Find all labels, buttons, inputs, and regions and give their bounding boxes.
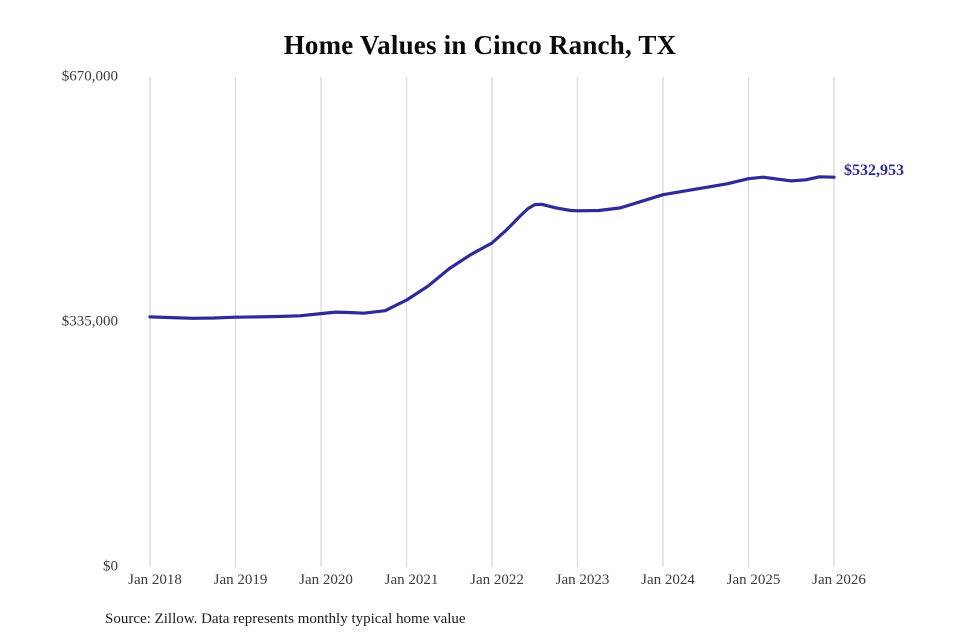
x-axis-tick-label: Jan 2021 (384, 572, 439, 588)
x-axis-tick-label: Jan 2023 (555, 572, 610, 588)
x-axis-tick-label: Jan 2024 (641, 572, 695, 588)
x-axis-tick-label: Jan 2026 (812, 572, 866, 588)
series-line (148, 175, 836, 320)
y-axis-tick-label: $0 (103, 558, 118, 575)
x-axis-tick-label: Jan 2018 (128, 572, 182, 588)
x-axis-tick-label: Jan 2019 (213, 572, 268, 588)
x-axis-tick-label: Jan 2025 (726, 572, 781, 588)
end-value-annotation: $532,953 (844, 162, 904, 180)
source-note: Source: Zillow. Data represents monthly … (105, 611, 466, 627)
x-axis-tick-label: Jan 2020 (299, 572, 353, 588)
y-axis-tick-label: $335,000 (61, 313, 118, 330)
y-axis-tick-label: $670,000 (61, 68, 118, 85)
chart-title: Home Values in Cinco Ranch, TX (283, 30, 677, 60)
x-axis-tick-label: Jan 2022 (470, 572, 524, 588)
